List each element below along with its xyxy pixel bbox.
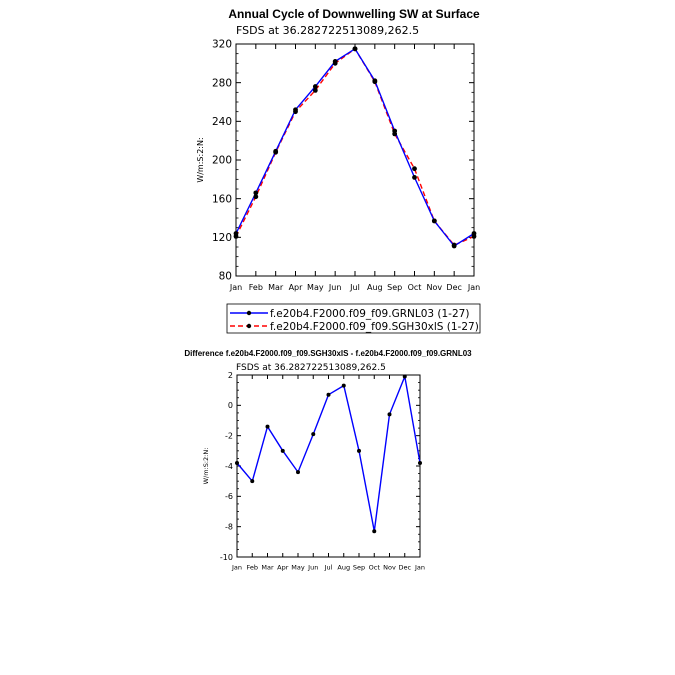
series-line-1 — [235, 47, 475, 246]
chart2-subtitle: FSDS at 36.282722513089,262.5 — [236, 363, 386, 373]
series-0-point-12 — [418, 460, 422, 465]
chart2-series — [235, 373, 422, 534]
x-tick-label-1: Feb — [246, 564, 258, 572]
series-0-point-5 — [311, 432, 316, 437]
y-tick-label-3: 200 — [212, 155, 232, 167]
x-tick-label-6: Jul — [349, 283, 360, 292]
chart1-series — [233, 46, 477, 249]
chart1-axes: 80 120 160 200 240 280 320 Jan Feb Mar Apr May Jun Ju… — [212, 39, 480, 292]
legend-label-sgh30: f.e20b4.F2000.f09_f09.SGH30xlS (1-27) — [270, 321, 479, 333]
y-tick-label-5: 0 — [228, 401, 233, 410]
y-tick-label-0: 80 — [219, 271, 232, 283]
series-line-0 — [236, 373, 421, 532]
x-tick-label-9: Oct — [369, 564, 381, 572]
legend-label-grnl03: f.e20b4.F2000.f09_f09.GRNL03 (1-27) — [270, 308, 469, 320]
series-0-point-8 — [357, 448, 361, 453]
series-1-point-3 — [293, 109, 298, 115]
x-tick-label-0: Jan — [229, 283, 242, 292]
chart1-title: Annual Cycle of Downwelling SW at Surfac… — [228, 7, 480, 21]
series-1-point-5 — [332, 60, 338, 66]
chart2-title: Difference f.e20b4.F2000.f09_f09.SGH30xl… — [184, 349, 472, 358]
x-tick-label-11: Dec — [446, 283, 461, 292]
series-line-0 — [235, 47, 475, 247]
x-tick-label-8: Sep — [353, 564, 365, 572]
series-0-point-9 — [412, 175, 417, 180]
x-tick-label-10: Nov — [427, 283, 443, 292]
chart1-legend: f.e20b4.F2000.f09_f09.GRNL03 (1-27) f.e2… — [226, 303, 481, 334]
y-tick-label-4: -2 — [225, 431, 233, 440]
x-tick-label-8: Sep — [387, 283, 402, 292]
x-tick-label-12: Jan — [414, 564, 425, 572]
chart2-plot-frame — [236, 374, 421, 558]
series-1-point-11 — [451, 242, 457, 248]
series-0-point-11 — [402, 374, 407, 379]
series-0-point-9 — [372, 529, 377, 534]
x-tick-label-12: Jan — [467, 283, 480, 292]
series-1-point-9 — [412, 166, 417, 172]
series-0-point-2 — [265, 424, 270, 429]
x-tick-label-4: May — [291, 564, 305, 572]
x-tick-label-1: Feb — [249, 283, 263, 292]
x-tick-label-0: Jan — [231, 564, 242, 572]
y-tick-label-1: -8 — [225, 522, 233, 531]
series-0-point-4 — [312, 84, 318, 89]
x-tick-label-5: Jun — [307, 564, 318, 572]
series-1-point-6 — [352, 46, 358, 52]
x-tick-label-5: Jun — [328, 283, 342, 292]
difference-chart: Difference f.e20b4.F2000.f09_f09.SGH30xl… — [184, 349, 472, 572]
x-tick-label-2: Mar — [268, 283, 284, 292]
series-1-point-1 — [253, 194, 259, 200]
chart2-axes: -10 -8 -6 -4 -2 0 2 Jan Feb Mar Apr May Jun Jul Aug Sep… — [220, 371, 425, 572]
y-tick-label-2: 160 — [212, 193, 232, 205]
series-0-point-6 — [326, 392, 331, 397]
x-tick-label-3: Apr — [277, 564, 289, 572]
y-tick-label-6: 320 — [212, 39, 232, 51]
y-tick-label-1: 120 — [212, 232, 232, 244]
y-tick-label-4: 240 — [212, 116, 232, 128]
chart1-ylabel: W/m:S:2:N: — [196, 137, 205, 182]
series-0-point-3 — [280, 448, 285, 453]
series-0-point-1 — [253, 190, 259, 196]
legend-marker-grnl03 — [246, 310, 252, 316]
x-tick-label-3: Apr — [289, 283, 304, 292]
legend-marker-sgh30 — [246, 323, 252, 329]
x-tick-label-7: Aug — [367, 283, 383, 292]
series-1-point-8 — [392, 131, 398, 137]
x-tick-label-4: May — [307, 283, 324, 292]
series-1-point-12 — [471, 233, 477, 239]
annual-cycle-chart: Annual Cycle of Downwelling SW at Surfac… — [196, 7, 481, 334]
x-tick-label-7: Aug — [337, 564, 350, 572]
series-0-point-4 — [296, 470, 300, 475]
series-1-point-0 — [233, 233, 239, 239]
series-1-point-10 — [431, 218, 437, 224]
series-1-point-2 — [273, 149, 279, 155]
y-tick-label-2: -6 — [225, 492, 233, 501]
x-tick-label-10: Nov — [383, 564, 396, 572]
series-0-point-7 — [341, 383, 346, 388]
x-tick-label-2: Mar — [261, 564, 274, 572]
series-1-point-4 — [312, 88, 318, 93]
series-0-point-1 — [250, 479, 255, 484]
y-tick-label-6: 2 — [228, 371, 233, 380]
series-0-point-0 — [235, 460, 239, 465]
chart2-ylabel: W/m:S:2:N: — [202, 448, 210, 485]
x-tick-label-6: Jul — [324, 564, 333, 572]
chart1-subtitle: FSDS at 36.282722513089,262.5 — [236, 24, 419, 37]
y-tick-label-5: 280 — [212, 77, 232, 89]
x-tick-label-11: Dec — [398, 564, 411, 572]
series-1-point-7 — [372, 79, 378, 85]
series-0-point-10 — [387, 412, 392, 417]
y-tick-label-3: -4 — [225, 462, 233, 471]
x-tick-label-9: Oct — [408, 283, 422, 292]
y-tick-label-0: -10 — [220, 553, 233, 562]
legend-frame — [226, 303, 481, 334]
